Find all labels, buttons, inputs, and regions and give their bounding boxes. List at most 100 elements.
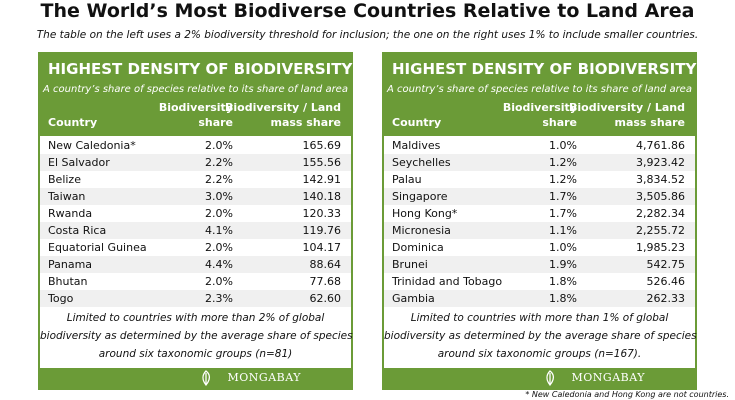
table: HIGHEST DENSITY OF BIODIVERSITY A country…: [382, 52, 697, 390]
table-cell: 104.17: [302, 241, 342, 254]
table-heading: HIGHEST DENSITY OF BIODIVERSITY: [48, 60, 353, 78]
table-cell: 526.46: [646, 275, 686, 288]
table-row: Dominica 1.0% 1,985.23: [384, 239, 695, 256]
table-row: Rwanda 2.0% 120.33: [40, 205, 351, 222]
table-row: Taiwan 3.0% 140.18: [40, 188, 351, 205]
table-cell: 3.0%: [205, 190, 233, 203]
table-row: Trinidad and Tobago 1.8% 526.46: [384, 273, 695, 290]
table-cell: Maldives: [392, 139, 441, 152]
table-footer: MONGABAY: [384, 368, 695, 388]
table-subheading: A country’s share of species relative to…: [43, 84, 348, 95]
table-row: Panama 4.4% 88.64: [40, 256, 351, 273]
table-cell: 1.9%: [549, 258, 577, 271]
table-cell: 3,505.86: [636, 190, 685, 203]
table-cell: 1.2%: [549, 173, 577, 186]
table-heading: HIGHEST DENSITY OF BIODIVERSITY: [392, 60, 697, 78]
table: HIGHEST DENSITY OF BIODIVERSITY A country…: [38, 52, 353, 390]
table-cell: 542.75: [646, 258, 686, 271]
table-row: Bhutan 2.0% 77.68: [40, 273, 351, 290]
column-header: share: [542, 116, 577, 129]
table-row: Gambia 1.8% 262.33: [384, 290, 695, 307]
table-cell: 155.56: [302, 156, 342, 169]
table-row: Togo 2.3% 62.60: [40, 290, 351, 307]
table-cell: 120.33: [302, 207, 342, 220]
table-row: Hong Kong* 1.7% 2,282.34: [384, 205, 695, 222]
table-cell: 1,985.23: [636, 241, 685, 254]
column-header: share: [198, 116, 233, 129]
table-row: Maldives 1.0% 4,761.86: [384, 137, 695, 154]
subtitle: The table on the left uses a 2% biodiver…: [36, 29, 699, 41]
table-cell: 1.7%: [549, 190, 577, 203]
table-cell: Hong Kong*: [392, 207, 458, 220]
table-cell: 1.8%: [549, 292, 577, 305]
column-header: Biodiversity / Land: [225, 101, 341, 114]
table-cell: Palau: [392, 173, 422, 186]
column-header: Country: [48, 116, 98, 129]
table-cell: 4.1%: [205, 224, 233, 237]
table-note: biodiversity as determined by the averag…: [384, 330, 697, 342]
table-cell: Panama: [48, 258, 93, 271]
table-row: Belize 2.2% 142.91: [40, 171, 351, 188]
footnote: * New Caledonia and Hong Kong are not co…: [525, 390, 729, 399]
table-note: around six taxonomic groups (n=167).: [437, 348, 642, 360]
table-cell: 119.76: [302, 224, 342, 237]
table-cell: El Salvador: [48, 156, 110, 169]
table-row: Micronesia 1.1% 2,255.72: [384, 222, 695, 239]
table-cell: 1.8%: [549, 275, 577, 288]
table-cell: Rwanda: [48, 207, 93, 220]
table-cell: 165.69: [302, 139, 342, 152]
logo-text: MONGABAY: [571, 371, 645, 384]
table-cell: 262.33: [646, 292, 686, 305]
table-cell: New Caledonia*: [48, 139, 136, 152]
table-row: Seychelles 1.2% 3,923.42: [384, 154, 695, 171]
table-cell: 2.0%: [205, 139, 233, 152]
column-header: Biodiversity / Land: [569, 101, 685, 114]
table-cell: 2,255.72: [636, 224, 685, 237]
table-cell: 2.0%: [205, 207, 233, 220]
table-row: Brunei 1.9% 542.75: [384, 256, 695, 273]
table-row: Equatorial Guinea 2.0% 104.17: [40, 239, 351, 256]
table-cell: Trinidad and Tobago: [392, 275, 503, 288]
table-cell: 3,834.52: [636, 173, 685, 186]
table-note: around six taxonomic groups (n=81): [98, 348, 293, 360]
column-header: Biodiversity: [502, 101, 577, 114]
table-subheading: A country’s share of species relative to…: [387, 84, 692, 95]
table-cell: Taiwan: [48, 190, 86, 203]
table-cell: 1.0%: [549, 139, 577, 152]
table-cell: Equatorial Guinea: [48, 241, 147, 254]
table-cell: Belize: [48, 173, 81, 186]
table-footer: MONGABAY: [40, 368, 351, 388]
table-cell: Bhutan: [48, 275, 88, 288]
table-cell: 1.7%: [549, 207, 577, 220]
column-header: mass share: [270, 116, 342, 129]
table-cell: 4.4%: [205, 258, 233, 271]
table-note: Limited to countries with more than 2% o…: [66, 312, 325, 324]
table-cell: Seychelles: [392, 156, 451, 169]
table-cell: 2.0%: [205, 275, 233, 288]
table-cell: Costa Rica: [48, 224, 107, 237]
table-header: HIGHEST DENSITY OF BIODIVERSITY A country…: [40, 54, 353, 136]
title: The World’s Most Biodiverse Countries Re…: [40, 0, 695, 22]
table-cell: 88.64: [309, 258, 342, 271]
logo-icon: [202, 370, 211, 386]
table-cell: 4,761.86: [636, 139, 685, 152]
table-cell: Singapore: [392, 190, 448, 203]
table-cell: 1.1%: [549, 224, 577, 237]
table-cell: 142.91: [302, 173, 342, 186]
table-row: New Caledonia* 2.0% 165.69: [40, 137, 351, 154]
table-cell: 140.18: [302, 190, 342, 203]
table-cell: 1.2%: [549, 156, 577, 169]
table-cell: Gambia: [392, 292, 435, 305]
logo-text: MONGABAY: [227, 371, 301, 384]
table-cell: 2,282.34: [636, 207, 685, 220]
table-header: HIGHEST DENSITY OF BIODIVERSITY A country…: [384, 54, 697, 136]
table-cell: 2.2%: [205, 173, 233, 186]
table-cell: Brunei: [392, 258, 428, 271]
column-header: Country: [392, 116, 442, 129]
logo-icon: [546, 370, 555, 386]
table-row: Palau 1.2% 3,834.52: [384, 171, 695, 188]
table-cell: 77.68: [309, 275, 342, 288]
table-note: Limited to countries with more than 1% o…: [410, 312, 669, 324]
table-row: El Salvador 2.2% 155.56: [40, 154, 351, 171]
